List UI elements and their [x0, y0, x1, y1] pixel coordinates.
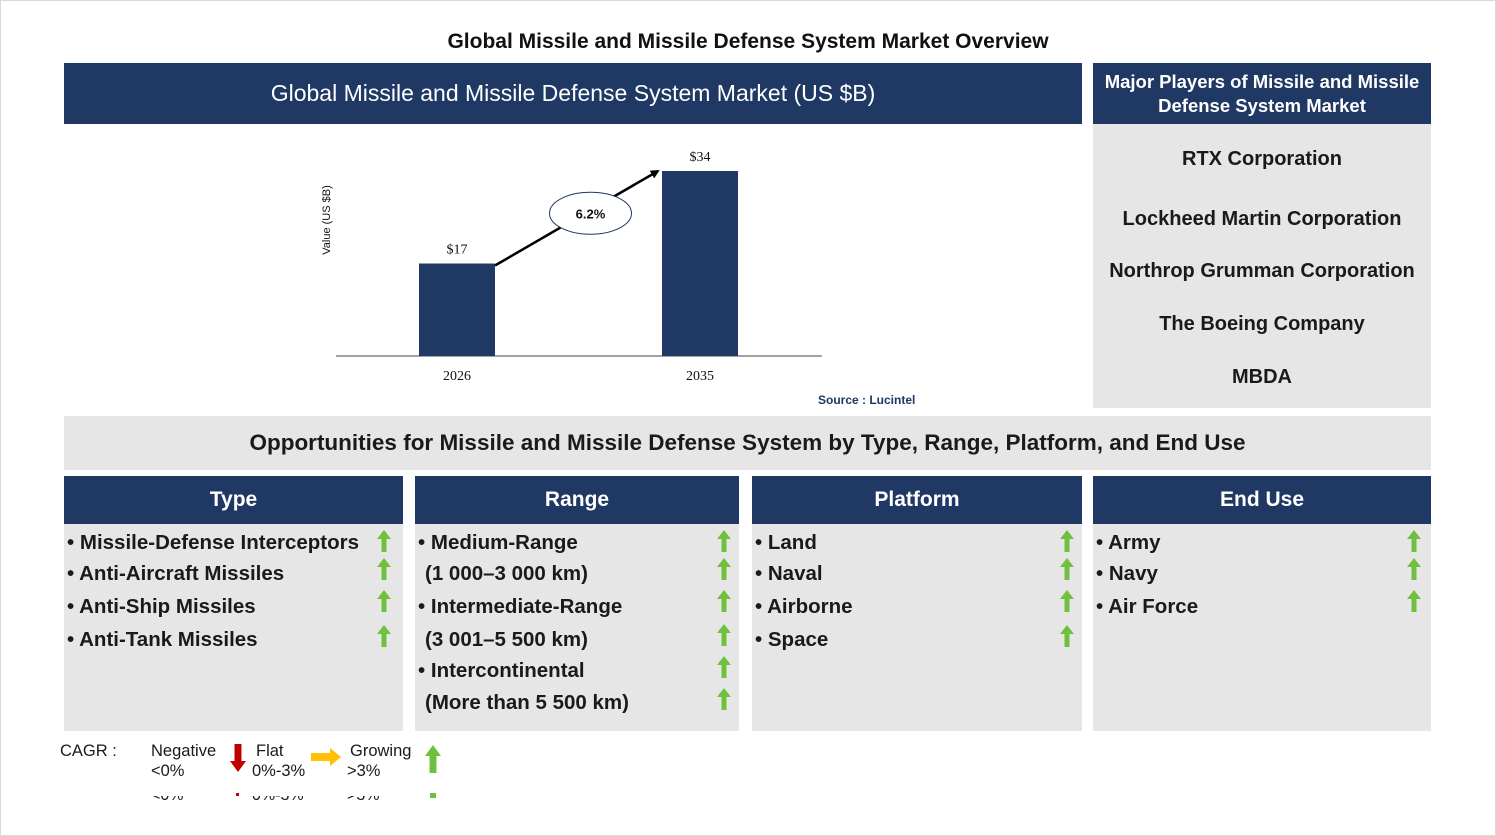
- up-arrow-icon: [717, 558, 731, 580]
- up-arrow-icon: [1407, 590, 1421, 612]
- segment-item: • Anti-Ship Missiles: [67, 595, 256, 618]
- segment-item: • Army: [1096, 531, 1161, 554]
- up-arrow-icon: [1060, 558, 1074, 580]
- down-arrow-icon: [230, 744, 246, 772]
- bar-2026: [419, 263, 495, 356]
- segment-box-end-use: • Army • Navy • Air Force: [1093, 524, 1431, 731]
- market-bar-chart: Value (US $B) $17 $34 2026 2035 6.2%: [321, 150, 822, 384]
- legend-growing-name: Growing: [350, 742, 412, 760]
- segment-header-range: Range: [415, 476, 739, 524]
- right-arrow-icon: [311, 748, 341, 766]
- up-arrow-icon: [377, 530, 391, 552]
- player-rtx: RTX Corporation: [1182, 148, 1342, 170]
- up-arrow-icon: [717, 590, 731, 612]
- segment-header-end-use: End Use: [1093, 476, 1431, 524]
- up-arrow-icon: [377, 625, 391, 647]
- segment-item: • Naval: [755, 562, 823, 585]
- segment-box-platform: • Land • Naval • Airborne • Space: [752, 524, 1082, 731]
- segment-item: • Anti-Aircraft Missiles: [67, 562, 285, 585]
- legend-negative-ghost-mark: [236, 793, 239, 796]
- segment-item: • Land: [755, 531, 817, 554]
- bar-2035: [662, 171, 738, 356]
- chart-panel-header: Global Missile and Missile Defense Syste…: [64, 63, 1082, 124]
- x-tick-label-2035: 2035: [686, 369, 714, 384]
- legend-negative-range-ghost: <0%: [151, 787, 184, 804]
- up-arrow-icon: [717, 530, 731, 552]
- x-tick-label-2026: 2026: [443, 369, 471, 384]
- segment-box-type: • Missile-Defense Interceptors • Anti-Ai…: [64, 524, 403, 731]
- legend-growing-range: >3%: [347, 762, 381, 780]
- player-lockheed-martin: Lockheed Martin Corporation: [1122, 208, 1402, 230]
- up-arrow-icon: [377, 590, 391, 612]
- page-title: Global Missile and Missile Defense Syste…: [447, 30, 1049, 53]
- opportunities-title: Opportunities for Missile and Missile De…: [64, 416, 1431, 470]
- up-arrow-icon: [1407, 558, 1421, 580]
- up-arrow-icon: [1407, 530, 1421, 552]
- up-arrow-icon: [1060, 590, 1074, 612]
- legend-flat-range-ghost: 0%-3%: [252, 787, 304, 804]
- up-arrow-icon: [425, 745, 441, 773]
- player-boeing: The Boeing Company: [1159, 313, 1365, 335]
- up-arrow-icon: [1060, 625, 1074, 647]
- legend-label: CAGR :: [60, 742, 117, 760]
- segment-item: • Intercontinental: [418, 659, 585, 682]
- segment-item: • Space: [755, 628, 829, 651]
- up-arrow-icon: [377, 558, 391, 580]
- player-mbda: MBDA: [1232, 366, 1292, 388]
- up-arrow-icon: [717, 688, 731, 710]
- segment-item: (3 001–5 500 km): [425, 628, 588, 651]
- segment-header-platform: Platform: [752, 476, 1082, 524]
- segment-item: • Intermediate-Range: [418, 595, 623, 618]
- segment-item: • Navy: [1096, 562, 1158, 585]
- players-list: RTX Corporation Lockheed Martin Corporat…: [1093, 124, 1431, 408]
- segment-item: • Missile-Defense Interceptors: [67, 531, 359, 554]
- legend-growing-range-ghost: >3%: [347, 787, 380, 804]
- source-note: Source : Lucintel: [818, 393, 916, 407]
- players-header: Major Players of Missile and Missile Def…: [1093, 63, 1431, 124]
- segment-item: (1 000–3 000 km): [425, 562, 588, 585]
- y-axis-label: Value (US $B): [321, 185, 333, 255]
- legend-flat-name: Flat: [256, 742, 284, 760]
- cagr-ellipse: [549, 191, 632, 235]
- up-arrow-icon: [717, 624, 731, 646]
- segment-box-range: • Medium-Range (1 000–3 000 km) • Interm…: [415, 524, 739, 731]
- segment-item: • Air Force: [1096, 595, 1199, 618]
- legend-negative-name: Negative: [151, 742, 217, 760]
- segment-item: • Anti-Tank Missiles: [67, 628, 258, 651]
- player-northrop-grumman: Northrop Grumman Corporation: [1109, 260, 1415, 282]
- data-label-2035: $34: [690, 150, 711, 165]
- segment-item: (More than 5 500 km): [425, 691, 629, 714]
- legend-negative-range: <0%: [151, 762, 185, 780]
- legend-flat-range: 0%-3%: [252, 762, 306, 780]
- up-arrow-icon: [717, 656, 731, 678]
- segment-item: • Medium-Range: [418, 531, 578, 554]
- segment-item: • Airborne: [755, 595, 853, 618]
- data-label-2026: $17: [447, 243, 468, 258]
- segment-header-type: Type: [64, 476, 403, 524]
- legend-growing-ghost-mark: [430, 793, 436, 798]
- cagr-label: 6.2%: [576, 206, 606, 221]
- up-arrow-icon: [1060, 530, 1074, 552]
